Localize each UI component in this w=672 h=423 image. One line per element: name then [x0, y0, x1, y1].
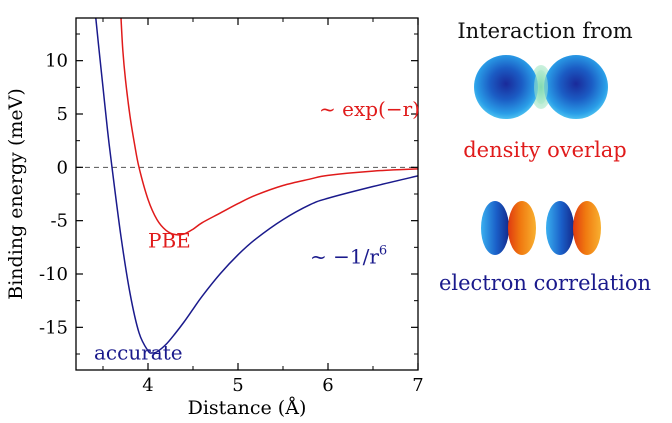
- x-tick-label: 6: [322, 375, 333, 396]
- axis-ticks: [76, 18, 419, 370]
- x-tick-label: 7: [412, 375, 423, 396]
- y-axis-title: Binding energy (meV): [5, 88, 27, 300]
- atom-left-sphere: [474, 55, 538, 119]
- annotation-label-1: accurate: [94, 340, 183, 364]
- density-overlap-caption: density overlap: [463, 138, 627, 162]
- series-line-accurate: [95, 18, 418, 354]
- x-tick-label: 5: [232, 375, 243, 396]
- atom-right-sphere: [544, 55, 608, 119]
- annotation-label-2: ~ exp(−r): [319, 97, 420, 121]
- annotation-label-3: ~ −1/r6: [310, 243, 387, 268]
- y-tick-label: -10: [39, 264, 68, 285]
- annotation-label-0: PBE: [148, 228, 191, 252]
- y-tick-label: 10: [45, 51, 68, 72]
- plot-frame: [75, 17, 419, 371]
- overlap-region-front: [534, 70, 548, 104]
- x-axis-title: Distance (Å): [188, 397, 307, 419]
- plot-area: 4 5 6 7 10 5 0 -5 -10 -15 Distance (Å) Binding en…: [5, 17, 424, 419]
- y-tick-label: 5: [57, 104, 68, 125]
- series-line-pbe: [120, 18, 418, 236]
- side-panel-title: Interaction from: [457, 19, 632, 43]
- dipole-left-orange-lobe: [508, 201, 536, 255]
- dipole-right-blue-lobe: [546, 201, 574, 255]
- y-tick-label: 0: [57, 157, 68, 178]
- y-tick-label: -5: [50, 211, 68, 232]
- annotation-superscript: 6: [379, 243, 387, 258]
- annotations: PBE accurate ~ exp(−r) ~ −1/r6: [94, 97, 420, 364]
- electron-correlation-illustration: [481, 201, 601, 255]
- dipole-left-blue-lobe: [481, 201, 509, 255]
- x-tick-label: 4: [142, 375, 153, 396]
- density-overlap-illustration: [474, 55, 608, 119]
- electron-correlation-caption: electron correlation: [439, 271, 651, 295]
- side-panel: Interaction from density overlap electro…: [439, 19, 651, 295]
- y-tick-label: -15: [39, 317, 68, 338]
- axis-tick-labels: 4 5 6 7 10 5 0 -5 -10 -15: [39, 51, 424, 396]
- dipole-right-orange-lobe: [573, 201, 601, 255]
- curves: [76, 18, 418, 354]
